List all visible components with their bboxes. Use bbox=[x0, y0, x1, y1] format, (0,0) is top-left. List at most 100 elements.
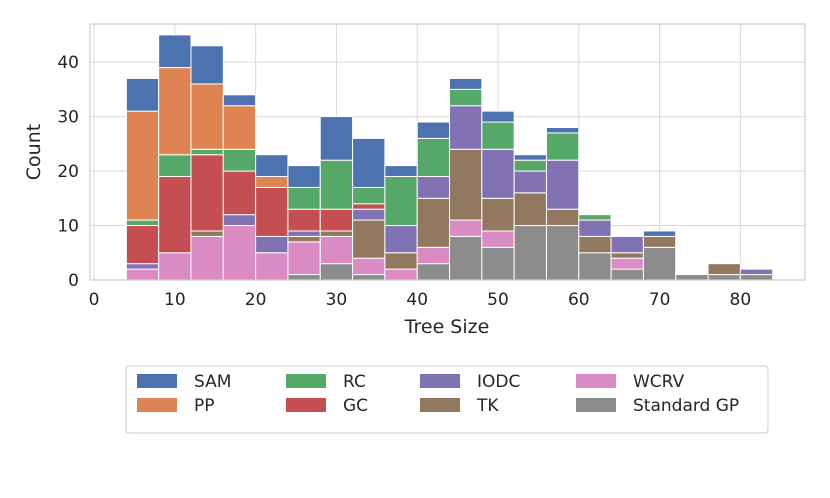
bars bbox=[125, 34, 774, 281]
bar-sam bbox=[319, 116, 354, 161]
bar-sam bbox=[642, 230, 677, 237]
bar-wcrv bbox=[255, 252, 289, 281]
legend-swatch-sam bbox=[137, 374, 177, 388]
bar-wcrv bbox=[158, 252, 192, 281]
bar-standard-gp bbox=[319, 263, 354, 281]
bar-rc bbox=[158, 154, 192, 178]
x-tick-label: 10 bbox=[164, 290, 186, 310]
bar-rc bbox=[481, 121, 515, 150]
bar-iodc bbox=[384, 225, 418, 254]
y-tick-label: 10 bbox=[57, 217, 79, 237]
legend-label-sam: SAM bbox=[194, 372, 231, 392]
bar-sam bbox=[416, 121, 451, 139]
bar-gc bbox=[222, 170, 257, 216]
legend-label-wcrv: WCRV bbox=[633, 372, 685, 392]
x-tick-label: 70 bbox=[649, 290, 671, 310]
bar-wcrv bbox=[352, 257, 386, 276]
bar-wcrv bbox=[416, 246, 451, 265]
y-axis-label: Count bbox=[23, 124, 45, 180]
bar-iodc bbox=[449, 105, 483, 150]
bar-standard-gp bbox=[449, 235, 483, 281]
bar-pp bbox=[255, 176, 289, 188]
bar-tk bbox=[545, 208, 580, 227]
x-tick-label: 50 bbox=[487, 290, 509, 310]
bar-pp bbox=[222, 105, 257, 150]
bar-gc bbox=[319, 208, 354, 232]
x-tick-label: 80 bbox=[730, 290, 752, 310]
bar-iodc bbox=[287, 230, 321, 237]
bar-wcrv bbox=[449, 219, 483, 237]
bar-standard-gp bbox=[416, 263, 451, 281]
bar-iodc bbox=[352, 208, 386, 221]
legend-swatch-standard-gp bbox=[576, 398, 616, 412]
bar-rc bbox=[384, 176, 418, 227]
y-tick-label: 30 bbox=[57, 108, 79, 128]
legend-swatch-pp bbox=[137, 398, 177, 412]
bar-tk bbox=[578, 235, 612, 254]
bar-sam bbox=[125, 77, 160, 112]
legend-label-gc: GC bbox=[343, 396, 368, 416]
bar-rc bbox=[222, 148, 257, 172]
bar-iodc bbox=[255, 235, 289, 254]
y-tick-labels: 0 10 20 30 40 bbox=[57, 53, 79, 291]
bar-standard-gp bbox=[481, 246, 515, 281]
bar-sam bbox=[513, 154, 547, 161]
bar-standard-gp bbox=[739, 274, 774, 281]
bar-tk bbox=[319, 230, 354, 237]
bar-standard-gp bbox=[675, 274, 709, 281]
bar-tk bbox=[642, 235, 677, 248]
bar-rc bbox=[578, 214, 612, 221]
legend-label-pp: PP bbox=[194, 396, 215, 416]
legend-label-rc: RC bbox=[343, 372, 366, 392]
bar-rc bbox=[449, 88, 483, 107]
legend-swatch-iodc bbox=[420, 374, 460, 388]
bar-rc bbox=[352, 186, 386, 205]
bar-tk bbox=[513, 192, 547, 227]
bar-gc bbox=[125, 225, 160, 265]
x-tick-label: 30 bbox=[326, 290, 348, 310]
bar-wcrv bbox=[222, 225, 257, 281]
bar-iodc bbox=[481, 148, 515, 199]
bar-sam bbox=[449, 77, 483, 90]
bar-wcrv bbox=[319, 235, 354, 265]
bar-standard-gp bbox=[707, 274, 741, 281]
bar-tk bbox=[352, 219, 386, 259]
bar-sam bbox=[481, 110, 515, 123]
bar-tk bbox=[449, 148, 483, 221]
bar-tk bbox=[610, 252, 644, 259]
bar-wcrv bbox=[190, 235, 224, 281]
x-tick-label: 0 bbox=[89, 290, 100, 310]
legend-swatch-gc bbox=[286, 398, 326, 412]
bar-rc bbox=[125, 219, 160, 227]
bar-rc bbox=[287, 186, 321, 210]
legend-label-standard-gp: Standard GP bbox=[633, 396, 739, 416]
bar-sam bbox=[255, 154, 289, 178]
y-tick-label: 40 bbox=[57, 53, 79, 73]
bar-pp bbox=[125, 110, 160, 221]
bar-pp bbox=[158, 67, 192, 156]
bar-gc bbox=[158, 176, 192, 254]
legend-label-iodc: IODC bbox=[477, 372, 520, 392]
legend: SAM PP RC GC IODC TK WCRV Standard GP bbox=[125, 365, 769, 434]
x-tick-label: 40 bbox=[406, 290, 428, 310]
bar-sam bbox=[222, 94, 257, 107]
bar-standard-gp bbox=[610, 268, 644, 281]
bar-standard-gp bbox=[287, 274, 321, 281]
bar-standard-gp bbox=[545, 225, 580, 281]
bar-wcrv bbox=[125, 268, 160, 281]
bar-rc bbox=[513, 159, 547, 172]
bar-iodc bbox=[125, 263, 160, 270]
bar-standard-gp bbox=[578, 252, 612, 281]
plot-frame bbox=[89, 23, 806, 281]
bar-tk bbox=[384, 252, 418, 270]
bar-rc bbox=[319, 159, 354, 210]
bar-tk bbox=[416, 197, 451, 248]
y-tick-label: 0 bbox=[68, 271, 79, 291]
bar-iodc bbox=[545, 159, 580, 210]
bar-sam bbox=[384, 165, 418, 178]
legend-swatch-tk bbox=[420, 398, 460, 412]
x-tick-label: 20 bbox=[245, 290, 267, 310]
bar-iodc bbox=[416, 176, 451, 199]
bar-iodc bbox=[610, 235, 644, 254]
